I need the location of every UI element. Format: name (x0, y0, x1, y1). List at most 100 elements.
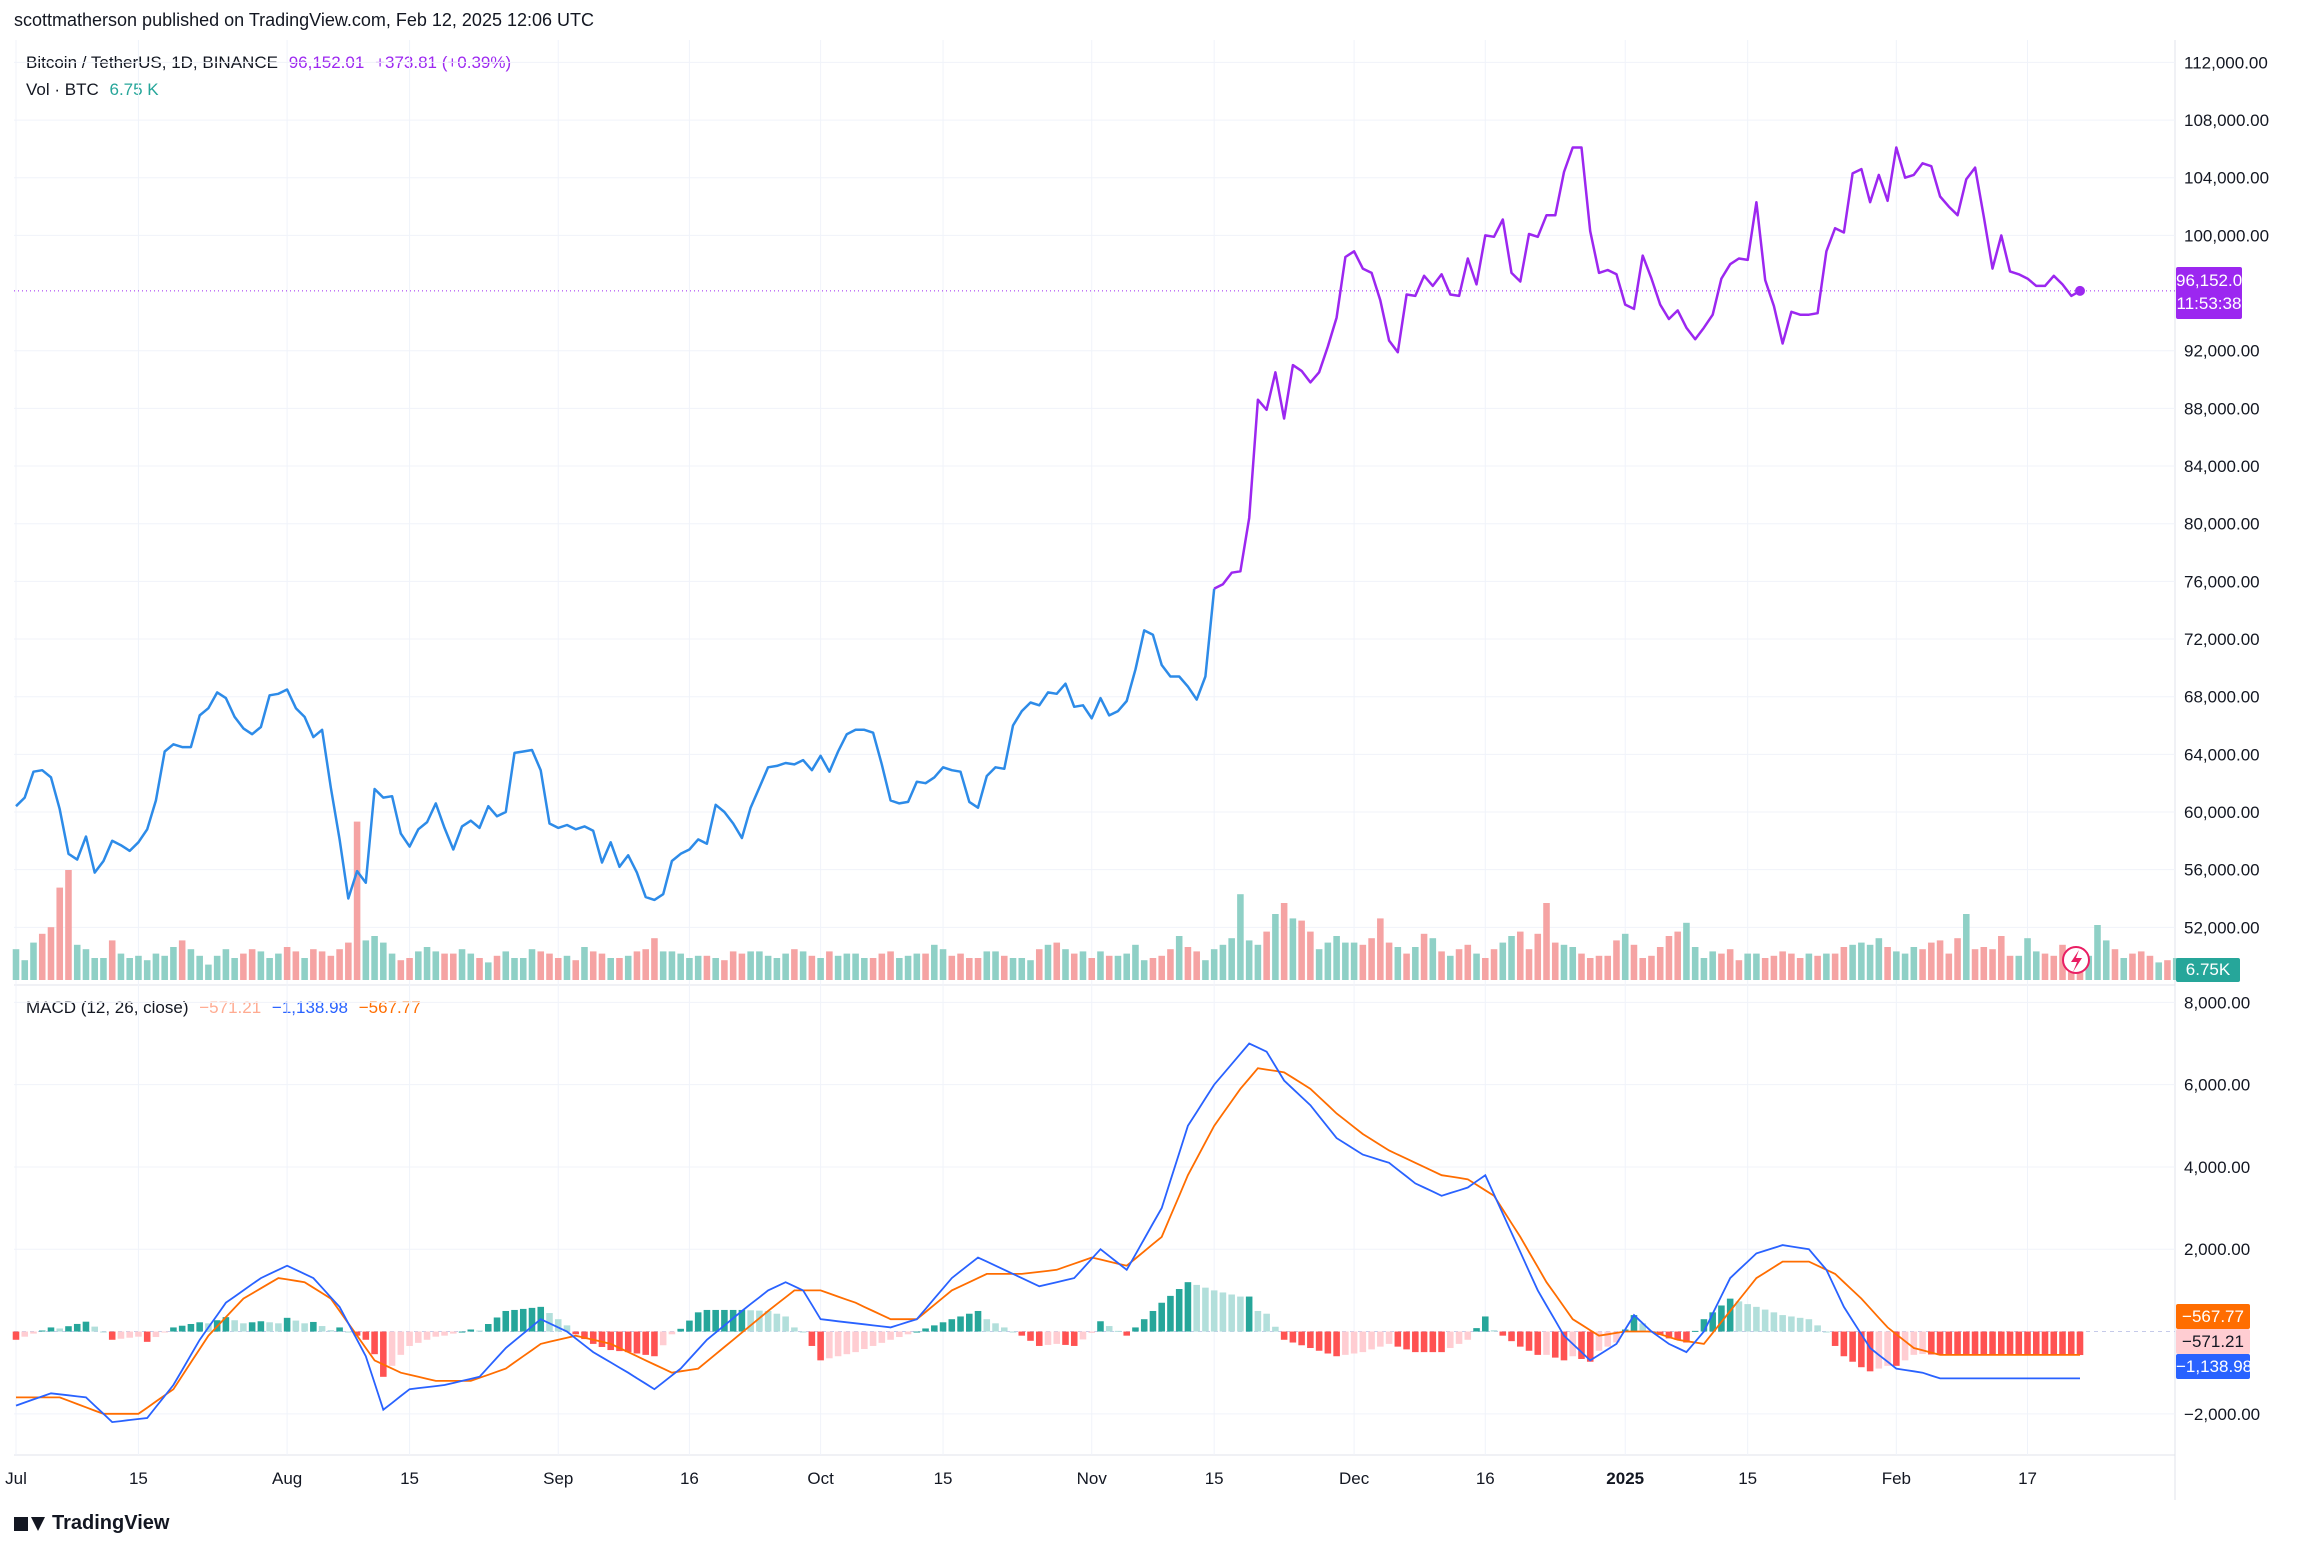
volume-bar (581, 947, 588, 980)
volume-bar (1000, 955, 1008, 980)
macd-histogram-bar (1866, 1331, 1874, 1372)
macd-histogram-bar (598, 1331, 606, 1347)
volume-bar (1613, 940, 1620, 980)
volume-bar (380, 942, 387, 980)
macd-histogram-bar (1079, 1331, 1087, 1340)
price-tick-label: 92,000.00 (2184, 342, 2260, 361)
volume-bar (1482, 958, 1489, 980)
volume-bar (1088, 958, 1096, 980)
macd-tag: −1,138.98 (2176, 1354, 2252, 1379)
macd-histogram-bar (301, 1323, 308, 1332)
volume-bar (1980, 947, 1988, 980)
macd-histogram-bar (581, 1331, 588, 1340)
macd-histogram-bar (187, 1324, 195, 1332)
macd-histogram-bar (528, 1307, 536, 1332)
macd-histogram-bar (729, 1309, 737, 1332)
volume-bar (2111, 949, 2119, 980)
volume-bar (607, 958, 614, 980)
volume-bar (1219, 944, 1227, 980)
lightning-glyph-icon (2071, 950, 2082, 972)
volume-bar (957, 953, 964, 980)
macd-histogram-bar (1105, 1326, 1113, 1332)
volume-bar (1097, 951, 1104, 980)
volume-bar (913, 953, 921, 980)
volume-bar (589, 951, 597, 980)
volume-bar (1018, 958, 1026, 980)
volume-bar (1429, 938, 1437, 980)
volume-bar (1901, 953, 1909, 980)
macd-histogram-bar (1202, 1287, 1209, 1332)
volume-bar (1070, 953, 1078, 980)
macd-histogram-bar (1805, 1319, 1813, 1332)
volume-bar (1945, 953, 1953, 980)
macd-histogram-bar (1656, 1331, 1664, 1335)
volume-bar (1884, 947, 1891, 980)
volume-bar (143, 960, 151, 980)
macd-histogram-bar (318, 1326, 326, 1332)
volume-bar (1403, 953, 1410, 980)
volume-bar (2024, 938, 2031, 980)
macd-histogram-bar (1009, 1331, 1017, 1333)
volume-bar (432, 951, 440, 980)
macd-histogram-bar (56, 1328, 64, 1332)
macd-histogram-bar (1018, 1331, 1026, 1336)
volume-bar (12, 949, 20, 980)
volume-bar (1788, 953, 1795, 980)
macd-histogram-bar (939, 1322, 947, 1332)
volume-bar (1044, 944, 1052, 980)
volume-bar (1237, 894, 1244, 980)
macd-histogram-bar (2041, 1331, 2049, 1356)
macd-histogram-bar (1035, 1331, 1043, 1346)
volume-bar (47, 927, 55, 980)
volume-bar (992, 951, 999, 980)
tradingview-logo-icon (14, 1515, 45, 1533)
volume-bar (1228, 938, 1235, 980)
macd-histogram-bar (826, 1331, 833, 1359)
macd-histogram-bar (1167, 1295, 1174, 1332)
macd-histogram-bar (1744, 1304, 1751, 1332)
volume-bar (2129, 953, 2136, 980)
macd-histogram-bar (519, 1308, 527, 1332)
macd-histogram-bar (1333, 1331, 1340, 1357)
volume-bar (1621, 933, 1629, 980)
volume-bar (572, 960, 580, 980)
macd-histogram-bar (1438, 1331, 1445, 1353)
macd-histogram-bar (415, 1331, 422, 1343)
volume-bar (2137, 951, 2145, 980)
volume-title[interactable]: Vol · BTC (26, 80, 99, 99)
volume-bar (1525, 949, 1533, 980)
volume-bar (983, 951, 991, 980)
volume-bar (493, 955, 501, 980)
volume-bar (598, 953, 606, 980)
macd-histogram-bar (1936, 1331, 1944, 1356)
time-tick-label: Aug (272, 1469, 302, 1488)
macd-histogram-bar (1508, 1331, 1515, 1342)
macd-histogram-bar (1455, 1331, 1463, 1344)
volume-bar (2155, 962, 2162, 980)
macd-histogram-bar (432, 1331, 440, 1337)
price-tick-label: 88,000.00 (2184, 399, 2260, 418)
volume-bar (353, 821, 361, 980)
volume-bar (1333, 936, 1340, 980)
brand-text: TradingView (52, 1512, 170, 1534)
volume-bar (178, 940, 186, 980)
macd-histogram-bar (1088, 1331, 1096, 1333)
macd-histogram-bar (1280, 1331, 1288, 1340)
tradingview-brand[interactable]: TradingView (14, 1512, 169, 1535)
macd-histogram-bar (1534, 1331, 1542, 1355)
macd-histogram-bar (983, 1319, 991, 1332)
volume-bar (1368, 938, 1375, 980)
macd-histogram-bar (782, 1316, 789, 1332)
macd-histogram-bar (2015, 1331, 2023, 1356)
volume-bar (205, 964, 212, 980)
macd-histogram-bar (843, 1331, 851, 1355)
macd-histogram-bar (380, 1331, 387, 1377)
volume-bar (1184, 947, 1192, 980)
macd-histogram-bar (1980, 1331, 1988, 1356)
volume-bar (2050, 955, 2058, 980)
macd-histogram-bar (388, 1331, 396, 1366)
macd-histogram-bar (1753, 1306, 1760, 1332)
macd-histogram-bar (1123, 1331, 1130, 1336)
macd-histogram-bar (703, 1309, 711, 1332)
